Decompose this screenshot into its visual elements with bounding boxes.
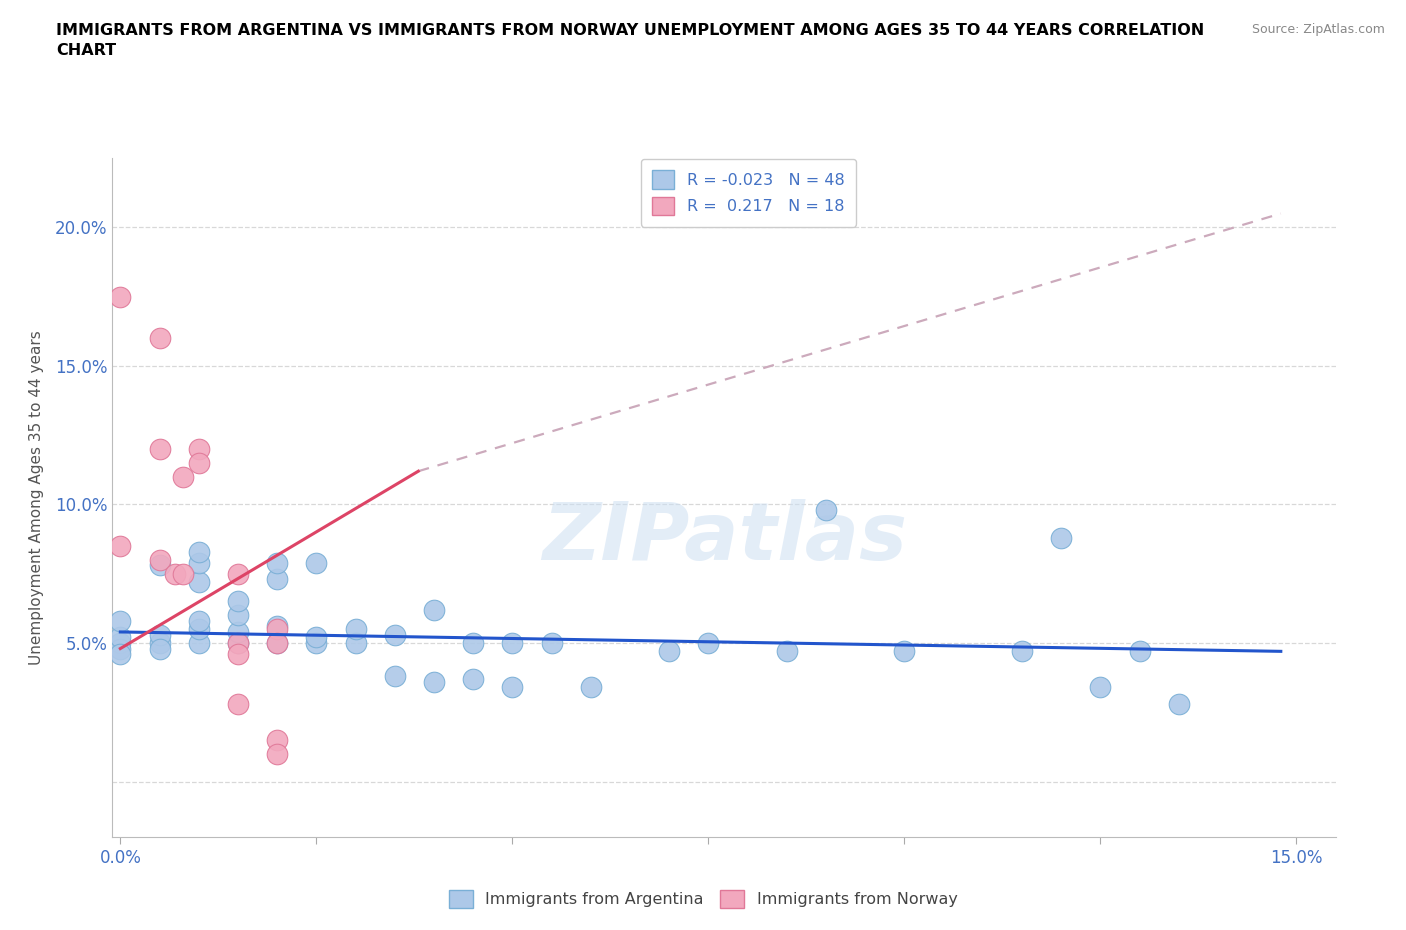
Point bbox=[110, 538, 132, 553]
Point bbox=[501, 680, 523, 695]
Point bbox=[110, 289, 132, 304]
Point bbox=[148, 442, 170, 457]
Point bbox=[148, 627, 170, 642]
Point bbox=[187, 555, 209, 570]
Point bbox=[697, 635, 720, 650]
Point bbox=[226, 635, 249, 650]
Point bbox=[266, 747, 288, 762]
Point bbox=[266, 622, 288, 637]
Point bbox=[148, 641, 170, 656]
Point bbox=[148, 552, 170, 567]
Point bbox=[423, 603, 446, 618]
Point bbox=[226, 594, 249, 609]
Point bbox=[1090, 680, 1112, 695]
Point bbox=[187, 544, 209, 559]
Point bbox=[266, 572, 288, 587]
Point bbox=[226, 635, 249, 650]
Point bbox=[344, 635, 367, 650]
Point bbox=[110, 646, 132, 661]
Point bbox=[540, 635, 562, 650]
Point bbox=[384, 627, 406, 642]
Point bbox=[423, 674, 446, 689]
Point bbox=[384, 669, 406, 684]
Point bbox=[266, 619, 288, 634]
Point bbox=[110, 614, 132, 629]
Point bbox=[226, 646, 249, 661]
Point bbox=[463, 635, 485, 650]
Point bbox=[165, 566, 187, 581]
Point bbox=[148, 635, 170, 650]
Point bbox=[266, 555, 288, 570]
Point bbox=[658, 644, 681, 658]
Point bbox=[266, 635, 288, 650]
Point bbox=[1167, 697, 1189, 711]
Point bbox=[893, 644, 915, 658]
Point bbox=[305, 635, 328, 650]
Point bbox=[148, 331, 170, 346]
Point bbox=[187, 442, 209, 457]
Point bbox=[815, 502, 838, 517]
Point bbox=[1011, 644, 1033, 658]
Text: IMMIGRANTS FROM ARGENTINA VS IMMIGRANTS FROM NORWAY UNEMPLOYMENT AMONG AGES 35 T: IMMIGRANTS FROM ARGENTINA VS IMMIGRANTS … bbox=[56, 23, 1205, 58]
Point bbox=[187, 456, 209, 471]
Point bbox=[776, 644, 799, 658]
Point bbox=[579, 680, 602, 695]
Legend: Immigrants from Argentina, Immigrants from Norway: Immigrants from Argentina, Immigrants fr… bbox=[443, 884, 963, 914]
Point bbox=[305, 555, 328, 570]
Point bbox=[187, 622, 209, 637]
Point bbox=[501, 635, 523, 650]
Point bbox=[1050, 530, 1073, 545]
Point bbox=[148, 558, 170, 573]
Point bbox=[226, 625, 249, 640]
Point bbox=[110, 630, 132, 644]
Text: Source: ZipAtlas.com: Source: ZipAtlas.com bbox=[1251, 23, 1385, 36]
Point bbox=[344, 622, 367, 637]
Point bbox=[226, 566, 249, 581]
Point bbox=[226, 697, 249, 711]
Point bbox=[266, 733, 288, 748]
Point bbox=[187, 635, 209, 650]
Point bbox=[172, 470, 194, 485]
Point bbox=[463, 671, 485, 686]
Point bbox=[226, 608, 249, 623]
Y-axis label: Unemployment Among Ages 35 to 44 years: Unemployment Among Ages 35 to 44 years bbox=[30, 330, 44, 665]
Point bbox=[305, 630, 328, 644]
Point bbox=[110, 641, 132, 656]
Point bbox=[266, 635, 288, 650]
Text: ZIPatlas: ZIPatlas bbox=[541, 499, 907, 578]
Point bbox=[187, 575, 209, 590]
Legend: R = -0.023   N = 48, R =  0.217   N = 18: R = -0.023 N = 48, R = 0.217 N = 18 bbox=[641, 159, 856, 227]
Point bbox=[187, 614, 209, 629]
Point bbox=[1129, 644, 1152, 658]
Point bbox=[172, 566, 194, 581]
Point bbox=[110, 635, 132, 650]
